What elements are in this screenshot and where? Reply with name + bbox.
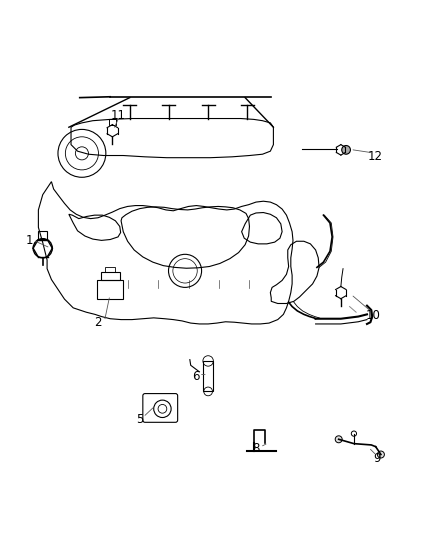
Text: 5: 5 (136, 413, 144, 426)
Text: 10: 10 (366, 309, 381, 322)
Circle shape (335, 436, 342, 443)
Bar (97, 279, 123, 298)
Bar (39, 231, 47, 239)
Text: 11: 11 (110, 109, 126, 122)
Text: 8: 8 (252, 442, 260, 455)
Text: 12: 12 (367, 150, 382, 163)
Circle shape (378, 451, 385, 458)
Bar (109, 118, 116, 125)
Bar (105, 266, 116, 272)
Bar (101, 272, 120, 279)
Text: 1: 1 (26, 234, 33, 247)
Circle shape (342, 146, 350, 154)
Text: 2: 2 (94, 316, 102, 329)
Text: 6: 6 (193, 370, 200, 383)
Text: 9: 9 (373, 453, 380, 465)
Bar (203, 361, 213, 391)
